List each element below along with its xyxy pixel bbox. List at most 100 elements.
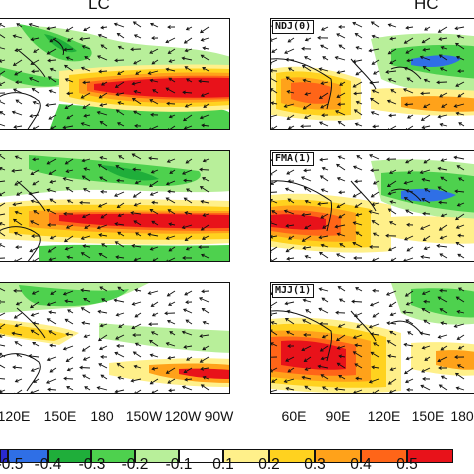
wind-vector-arrow — [319, 345, 329, 352]
wind-vector-arrow — [151, 366, 159, 371]
wind-vector-arrow — [97, 309, 108, 314]
wind-vector-arrow — [30, 329, 40, 336]
wind-vector-arrow — [30, 301, 40, 309]
wind-vector-arrow — [271, 389, 278, 393]
wind-vector-arrow — [201, 253, 210, 259]
wind-vector-arrow — [319, 121, 329, 127]
colorbar-box-2 — [48, 449, 91, 463]
wind-vector-arrow — [62, 177, 74, 182]
colorbar-box-6 — [223, 449, 269, 463]
wind-vector-arrow — [353, 389, 363, 393]
colorbar — [0, 449, 474, 465]
wind-vector-arrow — [287, 179, 295, 184]
wind-vector-arrow — [13, 88, 23, 94]
wind-vector-arrow — [167, 378, 176, 384]
wind-vector-arrow — [271, 169, 278, 176]
wind-vector-arrow — [303, 356, 312, 362]
lon-tick-right-3: 150E — [411, 408, 445, 424]
wind-vector-arrow — [185, 319, 193, 325]
wind-vector-arrow — [454, 26, 465, 31]
wind-vector-arrow — [66, 255, 74, 260]
wind-vector-arrow — [419, 169, 431, 175]
wind-vector-arrow — [83, 26, 91, 32]
wind-vector-arrow — [304, 254, 312, 259]
wind-vector-arrow — [286, 330, 295, 336]
wind-vector-arrow — [82, 244, 91, 249]
wind-vector-arrow — [11, 168, 23, 173]
map-panel-lc-1 — [0, 18, 230, 130]
wind-vector-arrow — [12, 59, 23, 66]
map-panel-lc-2 — [0, 150, 230, 262]
wind-vector-arrow — [134, 288, 142, 293]
wind-vector-arrow — [115, 334, 125, 340]
wind-vector-arrow — [96, 224, 108, 230]
wind-vector-arrow — [354, 363, 363, 369]
wind-vector-arrow — [423, 299, 431, 304]
wind-vector-arrow — [33, 378, 40, 383]
wind-vector-arrow — [116, 363, 125, 369]
wind-vector-arrow — [32, 257, 40, 261]
wind-vector-arrow — [271, 114, 278, 119]
wind-vector-arrow — [457, 69, 465, 74]
wind-vector-arrow — [199, 297, 210, 303]
colorbar-label-0: -0.5 — [0, 456, 24, 473]
wind-vector-arrow — [165, 235, 176, 240]
wind-vector-arrow — [352, 81, 363, 88]
wind-vector-arrow — [14, 323, 23, 328]
wind-vector-arrow — [46, 301, 57, 307]
wind-vector-arrow — [200, 366, 210, 371]
wind-vector-arrow — [421, 125, 431, 129]
wind-vector-arrow — [13, 231, 23, 237]
wind-vector-arrow — [371, 34, 380, 39]
wind-vector-arrow — [166, 158, 176, 163]
wind-vector-arrow — [271, 88, 278, 94]
wind-vector-arrow — [165, 37, 176, 44]
wind-vector-arrow — [133, 257, 142, 261]
wind-vector-arrow — [368, 378, 380, 384]
wind-vector-arrow — [372, 389, 380, 393]
wind-vector-arrow — [387, 354, 397, 358]
wind-vector-arrow — [100, 374, 108, 380]
map-panel-hc-mjj1: MJJ(1) — [270, 282, 474, 394]
wind-vector-arrow — [62, 345, 74, 351]
wind-vector-arrow — [389, 367, 397, 372]
wind-vector-arrow — [131, 153, 142, 160]
wind-vector-arrow — [423, 319, 431, 325]
wind-vector-arrow — [80, 122, 91, 127]
wind-vector-arrow — [65, 187, 74, 193]
colorbar-box-8 — [315, 449, 361, 463]
wind-vector-arrow — [134, 180, 142, 185]
wind-vector-arrow — [335, 310, 346, 315]
wind-vector-arrow — [200, 92, 210, 97]
wind-vector-arrow — [387, 208, 397, 215]
wind-vector-arrow — [118, 323, 125, 328]
wind-vector-arrow — [439, 308, 448, 314]
wind-vector-arrow — [422, 211, 431, 216]
wind-vector-arrow — [320, 103, 329, 109]
wind-vector-arrow — [424, 356, 431, 361]
wind-vector-arrow — [318, 235, 329, 240]
wind-vector-arrow — [321, 297, 329, 303]
wind-vector-arrow — [166, 319, 176, 325]
wind-vector-arrow — [453, 323, 465, 328]
wind-vector-arrow — [370, 191, 380, 198]
wind-vector-arrow — [336, 177, 346, 182]
wind-vector-arrow — [369, 80, 380, 85]
wind-vector-arrow — [132, 191, 142, 198]
wind-vector-arrow — [201, 235, 210, 240]
wind-vector-arrow — [149, 78, 159, 83]
wind-vector-arrow — [66, 386, 74, 391]
wind-vector-arrow — [62, 290, 74, 296]
wind-vector-arrow — [455, 55, 465, 61]
wind-vector-arrow — [46, 48, 57, 55]
wind-vector-arrow — [164, 311, 176, 316]
wind-vector-arrow — [30, 59, 40, 65]
wind-vector-arrow — [116, 33, 125, 39]
wind-vector-arrow — [352, 334, 363, 340]
wind-vector-arrow — [98, 92, 108, 99]
wind-vector-arrow — [199, 186, 210, 193]
wind-vector-arrow — [301, 46, 312, 51]
wind-vector-arrow — [271, 180, 278, 185]
wind-vector-arrow — [317, 35, 329, 40]
wind-vector-arrow — [14, 48, 23, 52]
